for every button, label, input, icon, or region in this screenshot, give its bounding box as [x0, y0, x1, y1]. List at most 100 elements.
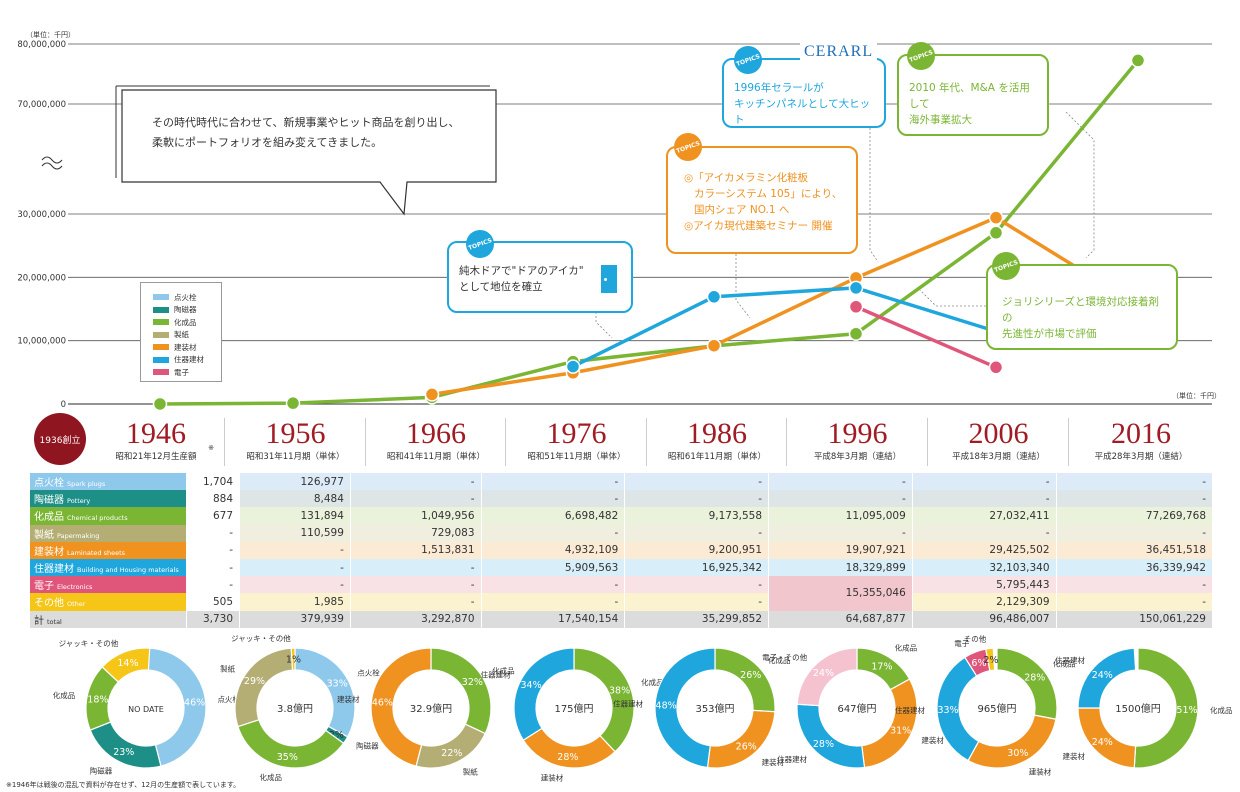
slice-pct-label: 26% — [736, 741, 757, 752]
donut-center-label: 965億円 — [977, 702, 1016, 715]
donut-slice — [796, 647, 858, 707]
slice-name-label: ジャッキ・その他 — [59, 638, 119, 648]
slice-name-label: 製紙 — [220, 664, 235, 674]
slice-pct-label: 6% — [971, 658, 986, 669]
slice-name-label: 建装材 — [921, 735, 944, 745]
door-icon — [601, 265, 617, 293]
slice-pct-label: 14% — [117, 658, 138, 669]
slice-name-label: 建装材 — [762, 757, 785, 767]
table-cell: 16,925,342 — [624, 558, 769, 577]
year-header: 1976 昭和51年11月期（単体） — [505, 418, 647, 466]
speech-bubble — [115, 85, 497, 216]
year-header: 1956 昭和31年11月期（単体） — [224, 418, 366, 466]
table-cell: 96,486,007 — [911, 610, 1057, 628]
table-row: 建装材 Laminated sheets - -1,513,831 4,932,109 9… — [30, 541, 1212, 559]
donut-slice — [967, 714, 1057, 769]
slice-name-label: 化成品 — [53, 690, 76, 700]
slice-pct-label: 1% — [286, 655, 301, 666]
slice-pct-label: 24% — [813, 668, 834, 679]
table-cell: 3,292,870 — [349, 610, 482, 628]
legend-item: 化成品 — [153, 316, 221, 329]
table-cell: - — [480, 524, 625, 542]
legend-swatch — [153, 294, 169, 301]
data-point — [285, 395, 301, 410]
table-cell: 64,687,877 — [768, 610, 913, 628]
slice-name-label: 点火栓 — [357, 667, 380, 677]
table-cell: 36,451,518 — [1055, 541, 1212, 559]
row-label-en: Papermaking — [57, 531, 100, 540]
data-table: 点火栓 Spark plugs 1,704 126,977- - - - - - 陶磁器 Potte… — [30, 473, 1212, 628]
row-label: 製紙 Papermaking — [30, 524, 187, 542]
slice-name-label: 化成品 — [641, 677, 664, 687]
table-cell: - — [186, 524, 240, 542]
donut-slice — [290, 647, 296, 671]
row-label-en: Spark plugs — [67, 480, 106, 489]
topic-melamine-line-2: カラーシステム 105」により、 — [694, 188, 843, 200]
legend-label: 住器建材 — [174, 355, 204, 365]
slice-pct-label: 32% — [462, 677, 483, 688]
table-cell: 19,907,921 — [768, 541, 913, 559]
slice-name-label: ジャッキ・その他 — [231, 633, 291, 643]
slice-pct-label: 28% — [557, 752, 578, 763]
intro-line-2: 柔軟にポートフォリオを組み変えてきました。 — [152, 136, 383, 149]
topic-jolly-line-2: 先進性が市場で評価 — [1002, 328, 1097, 340]
slice-name-label: 化成品 — [895, 643, 918, 653]
year-header: 1966 昭和41年11月期（単体） — [365, 418, 506, 466]
topic-jolly-line-1: ジョリシリーズと環境対応接着剤の — [1002, 296, 1159, 324]
legend-label: 化成品 — [174, 317, 197, 327]
donut-center-label: 353億円 — [695, 702, 734, 715]
donut-slice — [1133, 647, 1199, 769]
year-header: 2016 平成28年3月期（連結） — [1068, 418, 1213, 466]
row-label: 化成品 Chemical products — [30, 507, 187, 525]
unit-label-top: （単位：千円） — [26, 31, 75, 39]
table-cell: 884 — [186, 490, 240, 508]
table-cell: - — [768, 490, 913, 508]
table-cell: 2,129,309 — [911, 593, 1057, 611]
legend-swatch — [153, 356, 169, 363]
slice-name-label: 住器建材 — [613, 699, 643, 709]
donut-slice — [415, 723, 487, 769]
table-cell: 150,061,229 — [1055, 610, 1212, 628]
table-cell: - — [349, 473, 482, 491]
slice-pct-label: 18% — [87, 694, 108, 705]
table-row: 陶磁器 Pottery 884 8,484- - - - - - — [30, 490, 1212, 508]
legend-item: 建装材 — [153, 341, 221, 354]
row-label: 点火栓 Spark plugs — [30, 473, 187, 491]
table-cell: - — [186, 558, 240, 577]
table-cell: - — [186, 576, 240, 594]
table-cell: 9,173,558 — [624, 507, 769, 525]
slice-pct-label: 23% — [113, 747, 134, 758]
row-label: その他 Other — [30, 593, 187, 611]
slice-name-label: 住器建材 — [895, 705, 925, 715]
legend-label: 電子 — [174, 367, 189, 377]
slice-pct-label: 38% — [609, 685, 630, 696]
intro-text: その時代時代に合わせて、新規事業やヒット商品を創り出し、 柔軟にポートフォリオを… — [152, 113, 459, 153]
slice-pct-label: 29% — [244, 676, 265, 687]
period-label: 昭和61年11月期（単体） — [667, 452, 767, 462]
y-tick-label: 80,000,000 — [17, 40, 66, 50]
topic-leader-line — [919, 289, 986, 307]
period-label: 昭和51年11月期（単体） — [527, 452, 626, 462]
period-label: 平成28年3月期（連結） — [1094, 452, 1188, 462]
donut-center-label: 32.9億円 — [410, 702, 452, 715]
period-label: 昭和41年11月期（単体） — [386, 452, 486, 462]
series-line — [159, 59, 1140, 406]
slice-name-label: 陶磁器 — [356, 741, 379, 751]
table-cell: - — [624, 593, 769, 611]
topic-door-line-1: 純木ドアで"ドアのアイカ" — [459, 265, 584, 277]
table-cell: - — [349, 558, 482, 577]
table-cell: - — [1055, 473, 1212, 491]
table-cell: - — [1055, 576, 1212, 594]
topic-door-line-2: として地位を確立 — [459, 281, 543, 293]
slice-pct-label: 17% — [871, 661, 892, 672]
topic-box-melamine: ◎「アイカメラミン化粧板 カラーシステム 105」により、 国内シェア NO.1… — [666, 146, 858, 254]
legend-label: 陶磁器 — [174, 305, 197, 315]
table-cell: - — [1055, 593, 1212, 611]
donut-slice — [513, 647, 575, 741]
topic-box-jolly: ジョリシリーズと環境対応接着剤の 先進性が市場で評価 — [986, 264, 1178, 350]
topic-leader-line — [869, 128, 879, 263]
legend-item: 住器建材 — [153, 354, 221, 367]
unit-label-table: （単位：千円） — [1172, 392, 1221, 400]
table-cell: - — [624, 576, 769, 594]
